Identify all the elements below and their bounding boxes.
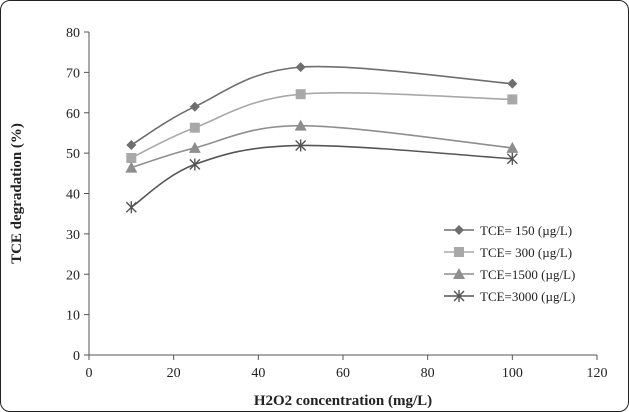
data-point xyxy=(507,78,518,89)
legend-marker xyxy=(454,225,464,235)
legend-label: TCE= 300 (µg/L) xyxy=(480,245,572,260)
legend: TCE= 150 (µg/L) TCE= 300 (µg/L) TCE=1500 (… xyxy=(444,223,575,304)
x-tick-label: 60 xyxy=(336,366,350,381)
legend-marker xyxy=(454,247,464,257)
y-tick-label: 40 xyxy=(66,188,80,203)
x-tick-label: 20 xyxy=(167,366,181,381)
series-3 xyxy=(125,119,519,173)
data-point xyxy=(189,122,200,133)
data-point xyxy=(189,158,201,171)
y-tick-label: 0 xyxy=(73,349,80,364)
data-point xyxy=(294,119,307,131)
legend-item: TCE= 300 (µg/L) xyxy=(444,245,572,260)
y-tick-label: 30 xyxy=(66,228,80,243)
legend-item: TCE=3000 (µg/L) xyxy=(444,289,575,304)
y-tick-label: 80 xyxy=(66,26,80,41)
legend-label: TCE= 150 (µg/L) xyxy=(480,223,572,238)
x-tick-label: 40 xyxy=(251,366,265,381)
x-tick-label: 100 xyxy=(502,366,523,381)
data-point xyxy=(126,140,137,151)
data-point xyxy=(125,201,137,214)
legend-item: TCE= 150 (µg/L) xyxy=(444,223,572,238)
legend-label: TCE=3000 (µg/L) xyxy=(480,289,575,304)
axes: 0 10 20 30 40 50 60 70 80 0 20 40 60 80 100 120 xyxy=(66,26,608,381)
series-line xyxy=(130,65,513,146)
y-tick-label: 20 xyxy=(66,268,80,283)
data-point xyxy=(507,94,518,105)
x-tick-label: 80 xyxy=(421,366,435,381)
legend-marker xyxy=(453,290,465,302)
legend-item: TCE=1500 (µg/L) xyxy=(444,267,575,282)
y-axis-title: TCE degradation (%) xyxy=(9,123,25,264)
data-point xyxy=(295,62,306,73)
data-point xyxy=(506,141,519,153)
legend-label: TCE=1500 (µg/L) xyxy=(480,267,575,282)
data-point xyxy=(125,161,138,173)
x-axis-title: H2O2 concentration (mg/L) xyxy=(254,393,432,409)
y-tick-label: 10 xyxy=(66,309,80,324)
y-tick-label: 50 xyxy=(66,147,80,162)
series-4 xyxy=(125,139,518,214)
series-line xyxy=(130,92,513,159)
series-1 xyxy=(126,62,518,151)
data-point xyxy=(295,89,306,100)
data-point xyxy=(189,101,200,112)
series-2 xyxy=(126,89,518,163)
x-tick-label: 120 xyxy=(587,366,608,381)
data-point xyxy=(506,152,518,165)
data-point xyxy=(126,152,137,163)
data-point xyxy=(188,141,201,153)
legend-marker xyxy=(453,268,465,279)
y-tick-label: 70 xyxy=(66,66,80,81)
series-line xyxy=(131,124,513,169)
data-point xyxy=(295,139,307,152)
series-layer xyxy=(125,62,519,214)
series-line xyxy=(130,144,513,208)
y-tick-label: 60 xyxy=(66,107,80,122)
x-tick-label: 0 xyxy=(86,366,93,381)
